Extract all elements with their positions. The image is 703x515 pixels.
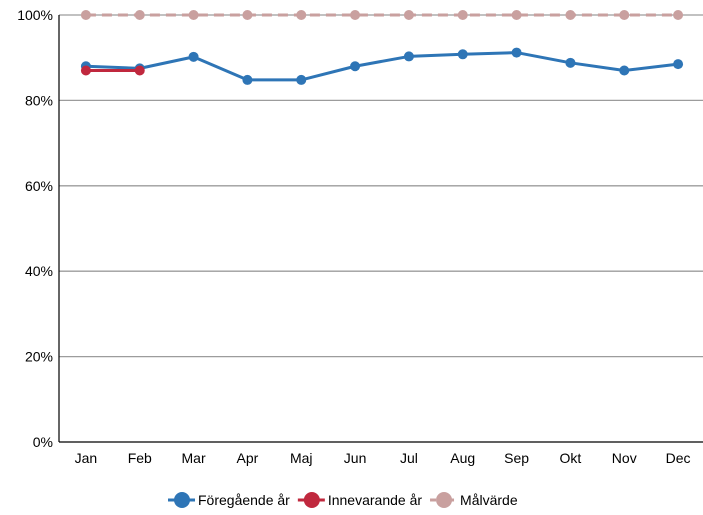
x-tick-label: Apr	[237, 450, 259, 466]
data-point	[350, 10, 360, 20]
data-point	[296, 75, 306, 85]
x-tick-label: Jan	[75, 450, 98, 466]
y-tick-label: 40%	[25, 263, 53, 279]
data-point	[350, 61, 360, 71]
data-point	[81, 10, 91, 20]
x-tick-label: Jul	[400, 450, 418, 466]
legend-swatch-marker	[436, 492, 452, 508]
series-0	[81, 48, 683, 85]
data-point	[242, 10, 252, 20]
x-tick-label: Feb	[128, 450, 152, 466]
data-point	[619, 66, 629, 76]
y-tick-label: 80%	[25, 92, 53, 108]
data-point	[404, 10, 414, 20]
data-point	[512, 10, 522, 20]
data-point	[673, 59, 683, 69]
data-point	[135, 10, 145, 20]
series-line	[86, 53, 678, 80]
data-point	[512, 48, 522, 58]
data-point	[81, 66, 91, 76]
data-point	[296, 10, 306, 20]
legend-swatch-marker	[304, 492, 320, 508]
x-tick-label: Mar	[182, 450, 206, 466]
legend-label: Målvärde	[460, 492, 518, 508]
x-tick-label: Jun	[344, 450, 367, 466]
legend-label: Innevarande år	[328, 492, 423, 508]
data-point	[242, 75, 252, 85]
x-tick-label: Dec	[666, 450, 691, 466]
x-tick-label: Maj	[290, 450, 313, 466]
x-tick-label: Sep	[504, 450, 529, 466]
data-point	[404, 51, 414, 61]
x-tick-label: Okt	[560, 450, 582, 466]
legend-item: Målvärde	[430, 492, 518, 508]
data-point	[189, 52, 199, 62]
data-point	[189, 10, 199, 20]
legend-item: Föregående år	[168, 492, 290, 508]
legend-label: Föregående år	[198, 492, 290, 508]
data-point	[458, 10, 468, 20]
legend-swatch-marker	[174, 492, 190, 508]
data-point	[135, 66, 145, 76]
y-tick-label: 60%	[25, 178, 53, 194]
axes	[59, 15, 703, 442]
x-tick-label: Nov	[612, 450, 637, 466]
data-point	[619, 10, 629, 20]
y-tick-label: 20%	[25, 349, 53, 365]
legend: Föregående år Innevarande år Målvärde	[168, 492, 518, 508]
data-point	[565, 58, 575, 68]
legend-item: Innevarande år	[298, 492, 423, 508]
y-axis-ticks: 0% 20% 40% 60% 80% 100%	[17, 7, 53, 450]
series-layer	[81, 10, 683, 85]
x-axis-ticks: Jan Feb Mar Apr Maj Jun Jul Aug Sep Okt Nov Dec	[75, 450, 691, 466]
y-tick-label: 0%	[33, 434, 53, 450]
data-point	[673, 10, 683, 20]
y-tick-label: 100%	[17, 7, 53, 23]
data-point	[565, 10, 575, 20]
x-tick-label: Aug	[450, 450, 475, 466]
data-point	[458, 49, 468, 59]
